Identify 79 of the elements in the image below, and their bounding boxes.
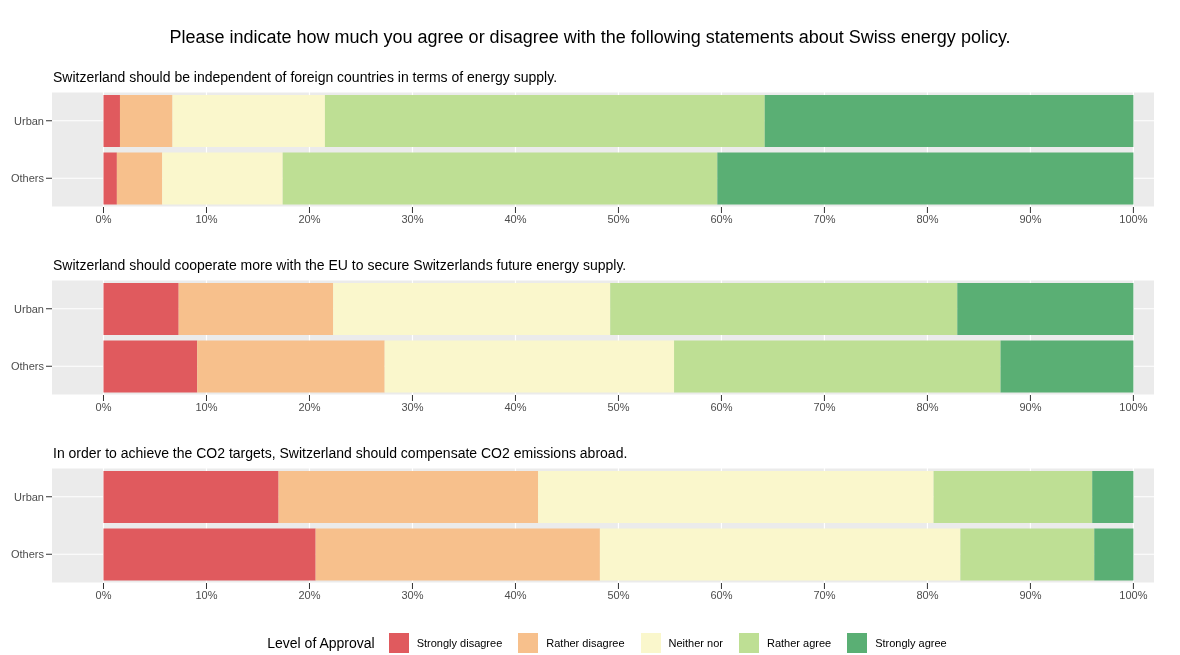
- bar: [324, 94, 765, 147]
- y-tick-label: Others: [10, 548, 45, 561]
- bar: [384, 340, 675, 393]
- bar: [333, 282, 611, 335]
- bar: [764, 94, 1134, 147]
- x-tick-label: 90%: [1019, 400, 1042, 413]
- x-tick-label: 60%: [710, 212, 733, 225]
- bar: [1092, 470, 1134, 523]
- x-tick-label: 20%: [298, 588, 321, 601]
- chart-subtitle: In order to achieve the CO2 targets, Switzerland should compensate CO2 emissions abroad.: [52, 444, 629, 463]
- x-tick-label: 50%: [607, 400, 630, 413]
- x-tick-label: 80%: [916, 212, 939, 225]
- x-tick-label: 30%: [401, 212, 424, 225]
- x-tick-label: 70%: [813, 212, 836, 225]
- bar: [103, 152, 117, 205]
- legend-label: Rather agree: [766, 637, 832, 649]
- bar: [103, 94, 120, 147]
- bar: [178, 282, 334, 335]
- x-tick-label: 40%: [504, 400, 527, 413]
- x-tick-label: 40%: [504, 588, 527, 601]
- y-tick-label: Urban: [14, 114, 44, 127]
- bar: [278, 470, 539, 523]
- x-tick-label: 40%: [504, 212, 527, 225]
- bar: [1094, 528, 1134, 581]
- y-tick-label: Others: [10, 360, 45, 373]
- bar: [162, 152, 283, 205]
- y-tick-label: Urban: [14, 302, 44, 315]
- bar: [957, 282, 1134, 335]
- x-tick-label: 0%: [95, 212, 112, 225]
- bar: [717, 152, 1134, 205]
- bar: [315, 528, 600, 581]
- bar: [599, 528, 961, 581]
- x-tick-label: 90%: [1019, 212, 1042, 225]
- bar: [119, 94, 173, 147]
- chart-title: Please indicate how much you agree or disagree with the following statements about Swiss energy policy.: [168, 25, 1012, 49]
- bar: [538, 470, 934, 523]
- bar: [1000, 340, 1134, 393]
- bar: [172, 94, 325, 147]
- legend-label: Rather disagree: [546, 637, 625, 649]
- x-tick-label: 10%: [195, 212, 218, 225]
- x-tick-label: 80%: [916, 588, 939, 601]
- x-tick-label: 60%: [710, 588, 733, 601]
- x-tick-label: 30%: [401, 400, 424, 413]
- bar: [103, 282, 179, 335]
- bar: [933, 470, 1093, 523]
- y-tick-label: Others: [10, 172, 45, 185]
- bar: [960, 528, 1095, 581]
- x-tick-label: 60%: [710, 400, 733, 413]
- x-tick-label: 80%: [916, 400, 939, 413]
- bar: [197, 340, 385, 393]
- bar: [103, 470, 279, 523]
- x-tick-label: 100%: [1119, 400, 1148, 413]
- x-tick-label: 50%: [607, 212, 630, 225]
- x-tick-label: 70%: [813, 588, 836, 601]
- bar: [674, 340, 1001, 393]
- bar: [116, 152, 163, 205]
- x-tick-label: 100%: [1119, 588, 1148, 601]
- x-tick-label: 0%: [95, 588, 112, 601]
- x-tick-label: 100%: [1119, 212, 1148, 225]
- x-tick-label: 90%: [1019, 588, 1042, 601]
- bar: [282, 152, 718, 205]
- x-tick-label: 20%: [298, 212, 321, 225]
- legend-title: Level of Approval: [267, 635, 375, 651]
- x-tick-label: 70%: [813, 400, 836, 413]
- legend-label: Strongly agree: [875, 637, 947, 649]
- x-tick-label: 0%: [95, 400, 112, 413]
- x-tick-label: 50%: [607, 588, 630, 601]
- bar: [103, 340, 198, 393]
- x-tick-label: 20%: [298, 400, 321, 413]
- bar: [103, 528, 316, 581]
- chart-subtitle: Switzerland should cooperate more with the EU to secure Switzerlands future energy supply.: [52, 256, 628, 275]
- legend-label: Neither nor: [668, 637, 723, 649]
- x-tick-label: 10%: [195, 400, 218, 413]
- x-tick-label: 30%: [401, 588, 424, 601]
- chart-subtitle: Switzerland should be independent of foreign countries in terms of energy supply.: [52, 68, 559, 87]
- legend-label: Strongly disagree: [416, 637, 503, 649]
- x-tick-label: 10%: [195, 588, 218, 601]
- y-tick-label: Urban: [14, 490, 44, 503]
- bar: [610, 282, 958, 335]
